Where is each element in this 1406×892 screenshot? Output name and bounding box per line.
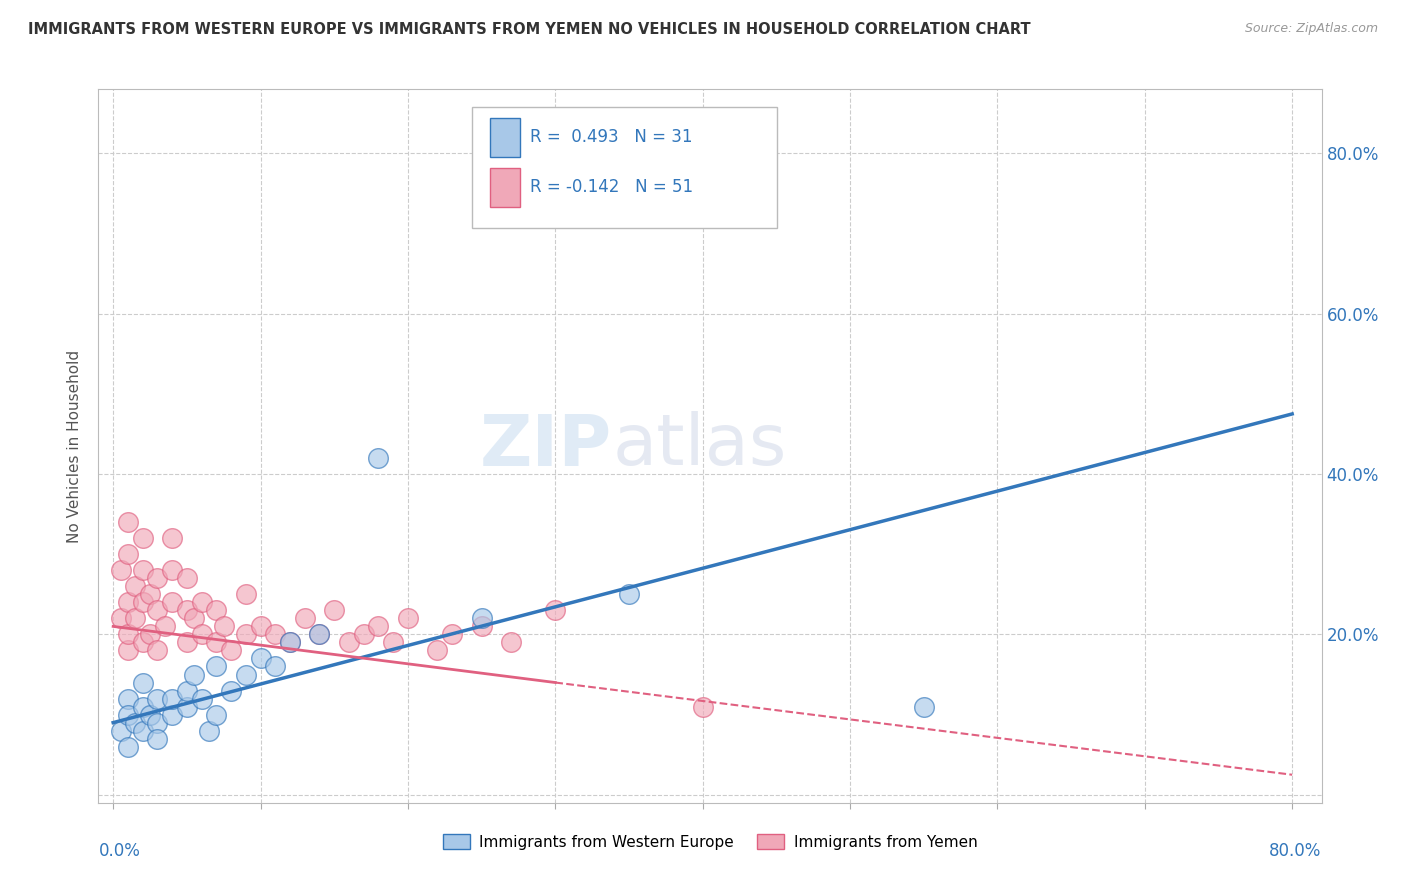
Point bbox=[176, 571, 198, 585]
Point bbox=[499, 635, 522, 649]
Point bbox=[124, 579, 146, 593]
Point bbox=[692, 699, 714, 714]
Point bbox=[337, 635, 360, 649]
Point bbox=[183, 611, 205, 625]
Point bbox=[176, 603, 198, 617]
Point bbox=[160, 691, 183, 706]
Point bbox=[396, 611, 419, 625]
Point bbox=[308, 627, 330, 641]
Point bbox=[131, 723, 153, 738]
Point bbox=[139, 587, 162, 601]
Point bbox=[160, 531, 183, 545]
Point bbox=[146, 643, 169, 657]
FancyBboxPatch shape bbox=[471, 107, 778, 228]
Point bbox=[617, 587, 640, 601]
Point bbox=[146, 731, 169, 746]
Point bbox=[212, 619, 235, 633]
Text: R =  0.493   N = 31: R = 0.493 N = 31 bbox=[530, 128, 693, 146]
Point bbox=[471, 619, 494, 633]
Point bbox=[131, 563, 153, 577]
Point bbox=[117, 515, 139, 529]
Point bbox=[139, 707, 162, 722]
Point bbox=[235, 627, 257, 641]
Point bbox=[176, 699, 198, 714]
Point bbox=[308, 627, 330, 641]
Point bbox=[160, 707, 183, 722]
Point bbox=[353, 627, 375, 641]
Point bbox=[146, 571, 169, 585]
Point bbox=[278, 635, 301, 649]
Text: R = -0.142   N = 51: R = -0.142 N = 51 bbox=[530, 178, 693, 196]
Point bbox=[205, 659, 228, 673]
Point bbox=[471, 611, 494, 625]
Point bbox=[124, 715, 146, 730]
Point bbox=[235, 587, 257, 601]
Point bbox=[176, 683, 198, 698]
Point bbox=[124, 611, 146, 625]
Point bbox=[382, 635, 405, 649]
Point bbox=[205, 635, 228, 649]
Point bbox=[235, 667, 257, 681]
Legend: Immigrants from Western Europe, Immigrants from Yemen: Immigrants from Western Europe, Immigran… bbox=[436, 828, 984, 855]
Point bbox=[131, 595, 153, 609]
Point bbox=[190, 627, 212, 641]
Point bbox=[117, 707, 139, 722]
Point bbox=[912, 699, 935, 714]
Point bbox=[219, 643, 242, 657]
Point bbox=[131, 699, 153, 714]
Point bbox=[117, 739, 139, 754]
Point bbox=[160, 595, 183, 609]
Point bbox=[190, 595, 212, 609]
Text: ZIP: ZIP bbox=[479, 411, 612, 481]
Point bbox=[441, 627, 464, 641]
Text: Source: ZipAtlas.com: Source: ZipAtlas.com bbox=[1244, 22, 1378, 36]
Point bbox=[264, 659, 287, 673]
Point bbox=[146, 691, 169, 706]
Point bbox=[249, 651, 271, 665]
Y-axis label: No Vehicles in Household: No Vehicles in Household bbox=[67, 350, 83, 542]
Point bbox=[264, 627, 287, 641]
Point bbox=[205, 707, 228, 722]
Point bbox=[131, 531, 153, 545]
Point bbox=[131, 635, 153, 649]
Point bbox=[117, 691, 139, 706]
Point bbox=[110, 611, 132, 625]
Point bbox=[426, 643, 449, 657]
Point bbox=[146, 715, 169, 730]
FancyBboxPatch shape bbox=[489, 168, 520, 207]
Point bbox=[146, 603, 169, 617]
Point bbox=[249, 619, 271, 633]
Point bbox=[153, 619, 176, 633]
FancyBboxPatch shape bbox=[489, 118, 520, 157]
Text: IMMIGRANTS FROM WESTERN EUROPE VS IMMIGRANTS FROM YEMEN NO VEHICLES IN HOUSEHOLD: IMMIGRANTS FROM WESTERN EUROPE VS IMMIGR… bbox=[28, 22, 1031, 37]
Point bbox=[323, 603, 346, 617]
Point bbox=[544, 603, 567, 617]
Point bbox=[176, 635, 198, 649]
Point bbox=[139, 627, 162, 641]
Point bbox=[205, 603, 228, 617]
Point bbox=[160, 563, 183, 577]
Text: atlas: atlas bbox=[612, 411, 786, 481]
Point bbox=[198, 723, 221, 738]
Point bbox=[117, 643, 139, 657]
Text: 0.0%: 0.0% bbox=[98, 842, 141, 860]
Point bbox=[367, 450, 389, 465]
Point bbox=[294, 611, 316, 625]
Point bbox=[190, 691, 212, 706]
Point bbox=[278, 635, 301, 649]
Text: 80.0%: 80.0% bbox=[1270, 842, 1322, 860]
Point bbox=[367, 619, 389, 633]
Point bbox=[117, 595, 139, 609]
Point bbox=[110, 563, 132, 577]
Point bbox=[117, 547, 139, 561]
Point bbox=[131, 675, 153, 690]
Point bbox=[117, 627, 139, 641]
Point bbox=[110, 723, 132, 738]
Point bbox=[219, 683, 242, 698]
Point bbox=[183, 667, 205, 681]
